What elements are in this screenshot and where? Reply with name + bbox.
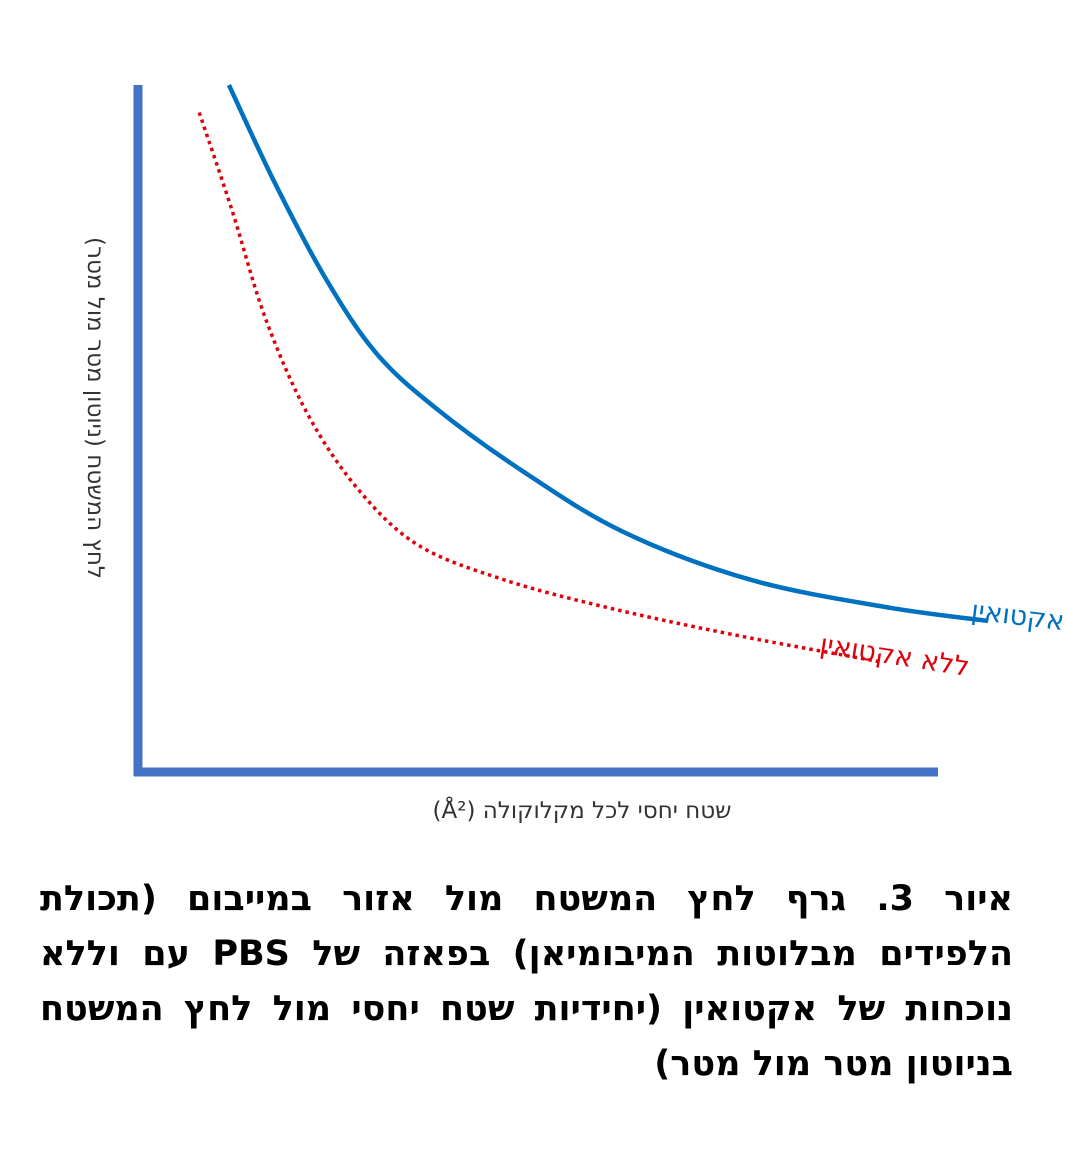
chart: עם אקטואין ללא אקטואין שטח יחסי לכל מקלו… xyxy=(82,84,1065,824)
figure-caption: איור 3. גרף לחץ המשטח מול אזור במייבום (… xyxy=(40,879,1013,1084)
series-line-with-ectoine xyxy=(226,84,989,624)
series-line-without-ectoine xyxy=(197,111,883,664)
series-label-without-ectoine: ללא אקטואין xyxy=(818,629,972,683)
series-label-with-ectoine: עם אקטואין xyxy=(969,595,1065,642)
x-axis-title: שטח יחסי לכל מקלוקולה (Å²) xyxy=(433,796,732,824)
y-axis-title: לחץ המשטח (ניוטון מטר מול מטר) xyxy=(82,237,108,579)
